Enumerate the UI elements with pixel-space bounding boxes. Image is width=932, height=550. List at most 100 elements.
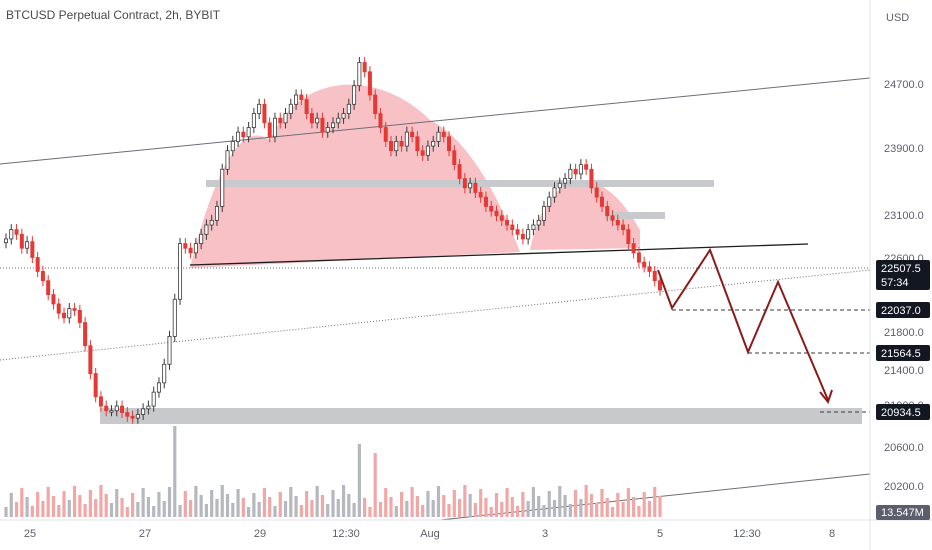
candle-body — [67, 308, 72, 319]
candle-body — [135, 414, 140, 419]
candle-body — [605, 206, 610, 217]
candle-body — [515, 229, 520, 235]
candle-body — [83, 322, 88, 347]
volume-label-bg — [876, 505, 930, 520]
volume-bar — [632, 497, 636, 517]
candle-body — [420, 150, 425, 156]
volume-bar — [547, 491, 551, 517]
price-label-bg — [876, 404, 930, 420]
chart-title: BTCUSD Perpetual Contract, 2h, BYBIT — [6, 8, 221, 22]
countdown-label: 57:34 — [881, 277, 909, 289]
volume-bar — [146, 497, 151, 517]
volume-bar — [199, 495, 203, 517]
projection-arrowhead — [819, 389, 833, 405]
volume-bar — [30, 506, 34, 517]
candle-body — [130, 415, 135, 419]
volume-bar — [109, 503, 114, 517]
x-tick-label: 25 — [24, 528, 36, 540]
volume-bar — [315, 486, 319, 517]
candle-body — [510, 224, 515, 231]
candle-body — [241, 131, 246, 138]
candle-body — [367, 71, 372, 96]
candle-body — [56, 303, 61, 314]
volume-bar — [331, 490, 335, 517]
x-tick-label: 8 — [829, 528, 835, 540]
volume-bar — [373, 453, 377, 517]
candle-body — [520, 233, 525, 240]
volume-bar — [457, 499, 462, 517]
candle-body — [25, 241, 30, 249]
candle-body — [40, 271, 45, 282]
volume-bar — [104, 494, 108, 517]
support-zone — [100, 408, 862, 424]
volume-bar — [600, 489, 604, 517]
volume-bar — [83, 504, 87, 517]
candle-body — [220, 168, 225, 207]
candle-body — [46, 280, 51, 296]
candle-body — [346, 103, 351, 114]
volume-bar — [579, 499, 583, 517]
volume-bar — [178, 505, 182, 517]
candle-body — [51, 294, 56, 305]
candle-body — [88, 345, 93, 374]
volume-bar — [141, 488, 145, 517]
candle-body — [636, 252, 641, 263]
price-label: 22507.5 — [881, 263, 921, 275]
candle-body — [188, 247, 193, 254]
volume-bar — [494, 493, 499, 517]
candle-body — [626, 229, 631, 244]
volume-bar — [626, 488, 630, 517]
volume-bar — [389, 497, 393, 517]
volume-bar — [415, 496, 419, 517]
candle-body — [436, 131, 441, 142]
candle-body — [357, 62, 362, 87]
volume-bar — [99, 485, 103, 517]
volume-bar — [194, 486, 198, 517]
candle-body — [415, 136, 420, 152]
volume-bar — [115, 489, 119, 517]
volume-bar — [447, 504, 451, 517]
candle-body — [399, 141, 404, 147]
volume-bar — [653, 487, 657, 517]
volume-bar — [62, 491, 66, 517]
candle-body — [257, 103, 262, 114]
candle-body — [278, 117, 283, 124]
volume-bar — [621, 502, 625, 517]
head-shoulders-pattern — [190, 84, 640, 268]
candle-body — [336, 117, 341, 124]
volume-bar — [479, 489, 483, 517]
candle-body — [573, 168, 578, 175]
candle-body — [599, 196, 604, 207]
volume-bar — [442, 495, 446, 517]
volume-bar — [568, 504, 572, 517]
candle-body — [230, 141, 235, 152]
candle-body — [389, 141, 394, 152]
volume-bar — [637, 506, 641, 517]
volume-bar — [268, 497, 272, 517]
y-tick-label: 21400.0 — [884, 365, 924, 377]
volume-bar — [72, 486, 77, 517]
volume-bar — [225, 494, 230, 517]
candle-body — [505, 219, 510, 226]
volume-bar — [241, 498, 245, 517]
volume-bar — [484, 498, 488, 517]
volume-bar — [647, 501, 652, 517]
y-tick-label: 20600.0 — [884, 442, 924, 454]
x-tick-label: 27 — [139, 528, 151, 540]
candle-body — [452, 150, 457, 166]
volume-bar — [463, 485, 467, 517]
x-tick-label: 12:30 — [332, 528, 360, 540]
volume-bar — [605, 498, 609, 517]
volume-bar — [41, 501, 45, 517]
volume-bar — [152, 506, 156, 517]
head-shape — [190, 84, 520, 268]
candle-body — [594, 187, 599, 198]
candle-body — [483, 196, 488, 207]
volume-bar — [352, 503, 356, 517]
volume-bar — [363, 498, 367, 517]
volume-bar — [273, 506, 277, 517]
candle-body — [494, 210, 499, 217]
volume-bar — [399, 492, 404, 517]
